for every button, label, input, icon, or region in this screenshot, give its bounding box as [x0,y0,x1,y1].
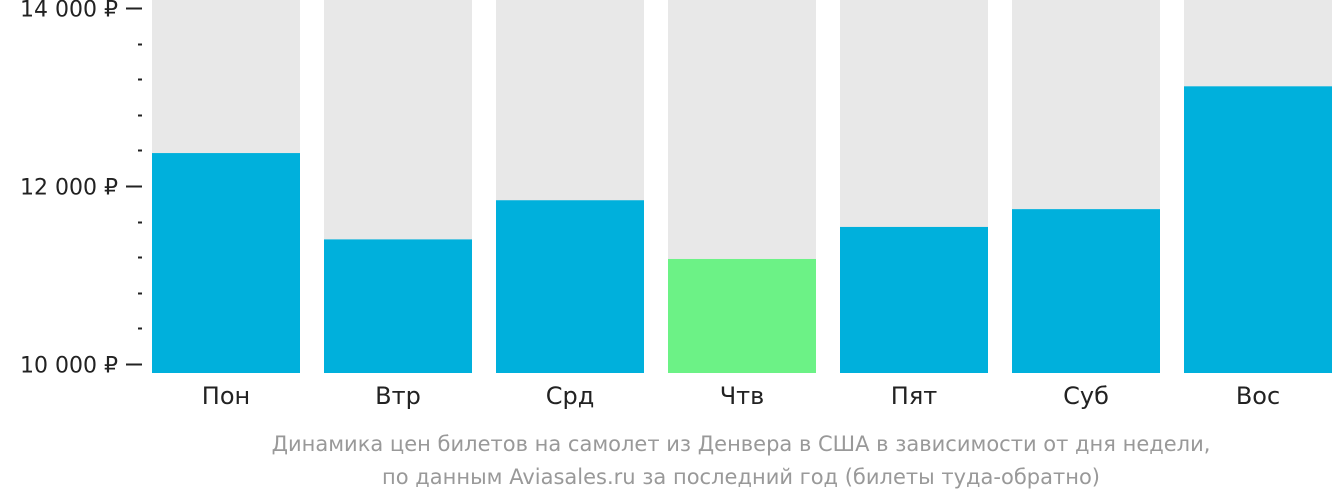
bar [1184,86,1332,373]
bar [152,153,300,373]
x-category-label: Суб [1063,382,1109,410]
x-category-label: Втр [375,382,421,410]
bar [324,239,472,373]
caption-line-2: по данным Aviasales.ru за последний год … [382,465,1100,489]
bar [840,226,988,373]
x-category-label: Чтв [720,382,765,410]
bar [496,200,644,373]
chart-caption: Динамика цен билетов на самолет из Денве… [0,428,1332,494]
y-tick-label: 10 000 ₽ [20,354,118,379]
price-by-weekday-chart: 10 000 ₽ 12 000 ₽ 14 000 ₽ Пон Втр Срд Чтв Пят С… [20,0,1332,410]
y-tick-label: 12 000 ₽ [20,176,118,201]
x-category-label: Вос [1236,382,1280,410]
x-category-label: Срд [546,382,595,410]
caption-line-1: Динамика цен билетов на самолет из Денве… [271,432,1211,456]
bar [1012,209,1160,373]
bar [668,258,816,373]
x-category-label: Пят [891,382,937,410]
y-tick-label: 14 000 ₽ [20,0,118,23]
x-category-label: Пон [202,382,250,410]
